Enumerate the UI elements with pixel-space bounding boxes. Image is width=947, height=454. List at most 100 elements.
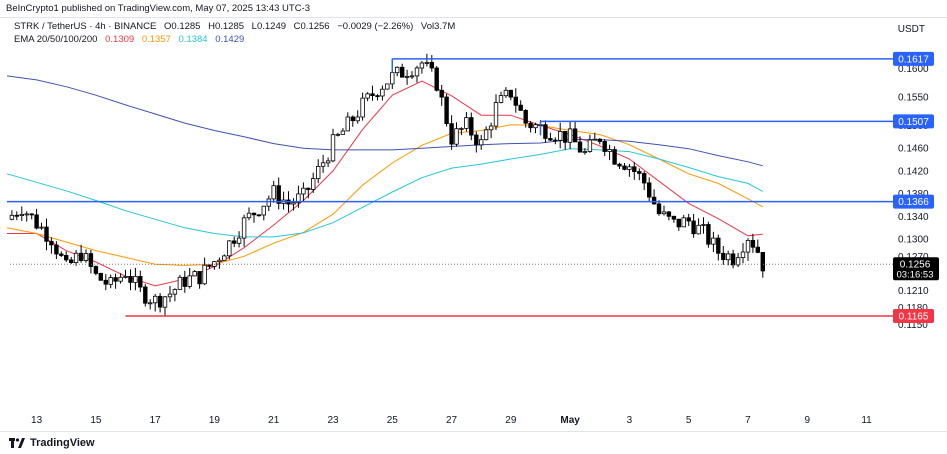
candle-body xyxy=(246,212,252,219)
candle-body xyxy=(19,213,24,216)
candle-body xyxy=(721,252,726,261)
candle-body xyxy=(444,96,449,125)
candle-body xyxy=(533,124,538,129)
candle-body xyxy=(711,237,716,245)
candle-body xyxy=(459,127,464,130)
candle-body xyxy=(627,166,632,170)
x-tick-label: 3 xyxy=(627,415,633,426)
candle-body xyxy=(469,117,474,136)
candle-body xyxy=(563,130,568,143)
footer-brand: TradingView xyxy=(30,437,95,449)
candle-body xyxy=(740,251,746,258)
candle-body xyxy=(44,226,49,242)
y-tick-label: 0.1550 xyxy=(898,92,929,103)
x-tick-label: 29 xyxy=(505,415,517,426)
candle-body xyxy=(187,275,192,287)
candle-body xyxy=(345,116,350,132)
candle-body xyxy=(182,276,187,287)
candle-body xyxy=(133,275,138,283)
level-badge xyxy=(893,114,934,129)
price-chart[interactable]: 13 15 17 19 21 23 25 27 29 May 3 5 7 9 11 0.1600 0.1550 0… xyxy=(0,0,947,432)
candle-body xyxy=(622,165,627,170)
candle-body xyxy=(553,139,558,142)
candle-body xyxy=(138,275,143,288)
candle-body xyxy=(730,253,736,266)
candle-body xyxy=(548,138,553,141)
level-badge xyxy=(893,194,934,209)
candle-body xyxy=(577,141,583,153)
legend-open: O0.1285 xyxy=(164,21,201,32)
legend-volume: Vol3.7M xyxy=(420,21,456,32)
candle-body xyxy=(320,162,326,167)
candle-body xyxy=(330,134,336,162)
candle-body xyxy=(385,83,390,90)
candle-body xyxy=(103,279,108,285)
candle-body xyxy=(360,97,365,118)
x-tick-label: 17 xyxy=(150,415,162,426)
candle-body xyxy=(64,254,69,261)
candle-body xyxy=(434,67,439,91)
candle-body xyxy=(49,240,54,246)
level-badge xyxy=(893,51,934,66)
candle-body xyxy=(464,117,469,129)
tradingview-logo-icon xyxy=(9,438,25,448)
candle-body xyxy=(310,178,316,190)
y-tick-label: 0.1210 xyxy=(898,286,929,297)
level-badge xyxy=(893,309,934,324)
candle-body xyxy=(78,252,84,261)
candle-body xyxy=(483,129,489,141)
candle-body xyxy=(118,276,123,282)
candle-body xyxy=(177,276,183,290)
candle-body xyxy=(167,293,173,298)
candle-body xyxy=(261,205,266,216)
candle-body xyxy=(735,257,741,266)
candle-body xyxy=(439,89,444,98)
x-tick-label: 23 xyxy=(327,415,339,426)
candle-body xyxy=(726,253,731,261)
candle-body xyxy=(750,239,756,248)
candle-body xyxy=(123,275,128,278)
y-tick-label: 0.1600 xyxy=(898,64,929,75)
x-tick-label: 27 xyxy=(446,415,458,426)
candle-body xyxy=(207,264,212,267)
candle-body xyxy=(241,217,247,239)
x-tick-label: 9 xyxy=(804,415,810,426)
candle-body xyxy=(424,62,430,64)
candle-body xyxy=(306,187,311,190)
candle-body xyxy=(414,67,420,77)
legend-ema100-value: 0.1384 xyxy=(178,34,208,45)
candle-body xyxy=(256,214,262,217)
candle-body xyxy=(686,217,691,222)
candle-body xyxy=(523,110,528,124)
current-price-label: 0.1256 xyxy=(900,260,931,271)
x-tick-label: 11 xyxy=(861,415,872,426)
candle-body xyxy=(14,214,19,217)
candle-body xyxy=(390,72,395,85)
candle-body xyxy=(29,213,34,216)
candle-body xyxy=(617,163,622,167)
x-tick-label: 5 xyxy=(686,415,692,426)
y-tick-label: 0.1150 xyxy=(898,320,928,331)
candle-body xyxy=(651,196,657,205)
currency-label: USDT xyxy=(897,24,925,35)
candle-body xyxy=(296,193,301,204)
legend-high: H0.1285 xyxy=(208,21,245,32)
candle-body xyxy=(409,75,415,78)
candle-body xyxy=(488,125,494,131)
candle-body xyxy=(449,123,454,145)
candle-body xyxy=(301,187,306,195)
y-tick-label: 0.1420 xyxy=(898,166,929,177)
legend-ema200-value: 0.1429 xyxy=(215,34,245,45)
candle-body xyxy=(681,217,686,228)
candle-body xyxy=(231,240,237,244)
chart-frame xyxy=(0,17,947,432)
candle-body xyxy=(69,259,74,263)
candle-body xyxy=(513,96,518,106)
candle-body xyxy=(701,224,706,226)
candle-body xyxy=(197,271,202,285)
candle-body xyxy=(543,124,548,139)
candle-body xyxy=(582,151,588,153)
candle-body xyxy=(147,302,153,305)
candle-body xyxy=(602,140,607,152)
candle-body xyxy=(315,165,321,180)
